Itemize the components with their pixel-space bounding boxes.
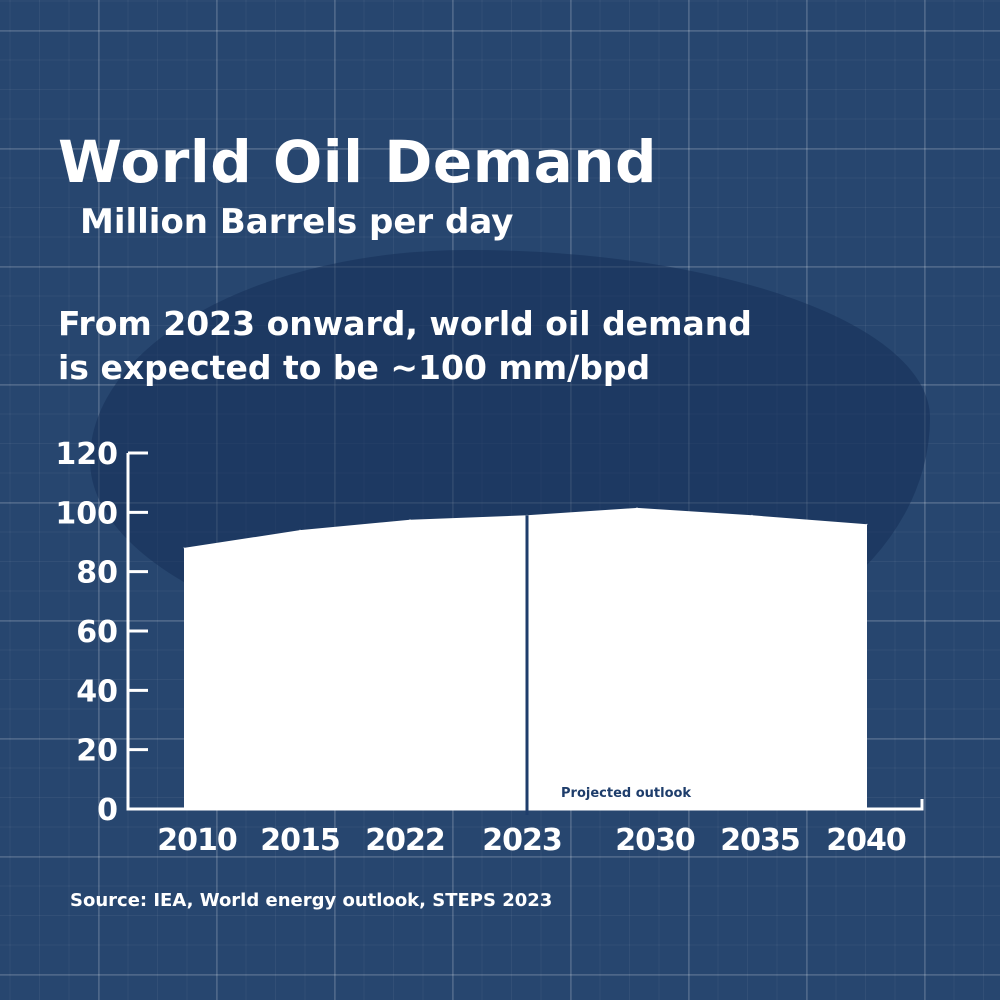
x-tick-label: 2040: [826, 823, 906, 858]
y-tick-label: 40: [76, 674, 118, 709]
data-point-2015: [299, 529, 301, 531]
data-point-2035: [751, 514, 753, 516]
data-point-2010: [183, 547, 185, 549]
data-point-2030: [636, 507, 638, 509]
chart-subtitle: Million Barrels per day: [80, 202, 514, 242]
headline: From 2023 onward, world oil demand is ex…: [58, 302, 752, 390]
x-tick-label: 2022: [365, 823, 445, 858]
y-tick-label: 60: [76, 615, 118, 650]
source-note: Source: IEA, World energy outlook, STEPS…: [70, 890, 553, 911]
projected-outlook-label: Projected outlook: [561, 786, 691, 801]
y-tick-label: 100: [55, 496, 118, 531]
chart-title: World Oil Demand: [58, 128, 658, 196]
x-tick-label: 2023: [482, 823, 562, 858]
y-tick-label: 0: [97, 793, 118, 828]
headline-line-2: is expected to be ~100 mm/bpd: [58, 348, 651, 387]
x-tick-label: 2015: [260, 823, 340, 858]
x-tick-label: 2035: [720, 823, 800, 858]
y-tick-label: 80: [76, 556, 118, 591]
headline-line-1: From 2023 onward, world oil demand: [58, 304, 752, 343]
data-point-2022: [409, 519, 411, 521]
y-tick-label: 20: [76, 734, 118, 769]
data-point-2040: [866, 523, 868, 525]
x-tick-label: 2030: [615, 823, 695, 858]
y-tick-label: 120: [55, 437, 118, 472]
x-tick-label: 2010: [157, 823, 237, 858]
